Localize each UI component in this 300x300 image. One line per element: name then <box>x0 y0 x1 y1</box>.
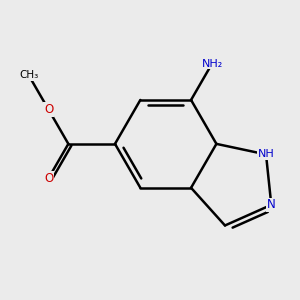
Text: CH₃: CH₃ <box>19 70 38 80</box>
Text: NH₂: NH₂ <box>201 58 223 69</box>
Text: N: N <box>267 198 276 211</box>
Text: NH: NH <box>258 149 274 159</box>
Text: O: O <box>44 172 53 185</box>
Text: O: O <box>44 103 53 116</box>
